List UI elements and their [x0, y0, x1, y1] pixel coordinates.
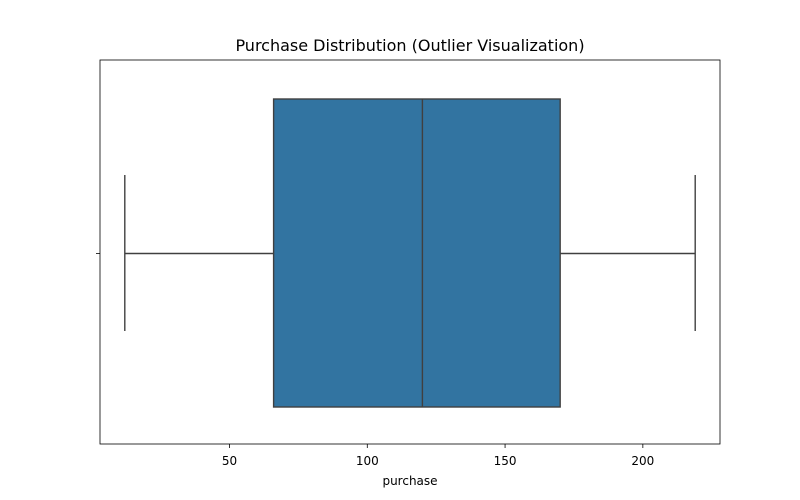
axes-frame [99, 59, 721, 445]
interquartile-box [272, 98, 561, 408]
x-tick-label: 100 [356, 454, 379, 468]
x-axis-ticks: 50 100 150 200 [222, 444, 654, 468]
x-tick-label: 50 [222, 454, 237, 468]
x-axis-label: purchase [382, 474, 437, 488]
chart-title: Purchase Distribution (Outlier Visualiza… [235, 36, 584, 55]
x-tick-label: 150 [494, 454, 517, 468]
plot-area [124, 98, 696, 408]
x-tick-label: 200 [631, 454, 654, 468]
